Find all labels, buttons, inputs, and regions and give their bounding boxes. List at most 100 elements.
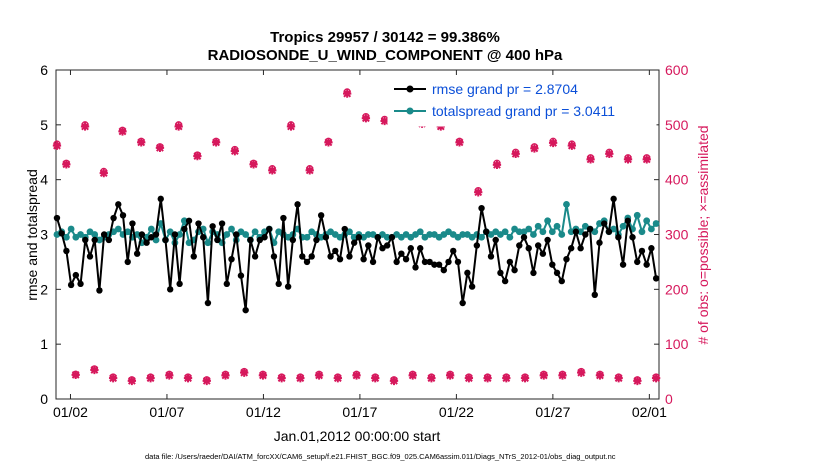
rmse-point — [539, 250, 547, 257]
chart-title-line-2: RADIOSONDE_U_WIND_COMPONENT @ 400 hPa — [208, 47, 563, 64]
obs-assimilated-point — [595, 371, 605, 380]
rmse-point — [124, 258, 131, 266]
obs-assimilated-point — [530, 144, 539, 153]
rmse-point — [58, 230, 65, 237]
rmse-point — [634, 258, 641, 266]
rmse-point — [341, 225, 348, 233]
totalspread-point — [558, 231, 566, 238]
obs-assimilated-point — [614, 374, 623, 383]
obs-assimilated-point — [80, 122, 90, 131]
obs-assimilated-point — [361, 114, 371, 123]
legend-spread-marker — [406, 107, 414, 115]
rmse-point — [332, 247, 339, 255]
rmse-point — [440, 266, 448, 274]
rmse-point — [435, 261, 443, 268]
rmse-point — [96, 287, 103, 294]
rmse-point — [233, 231, 240, 238]
rmse-point — [520, 234, 528, 241]
obs-assimilated-point — [90, 365, 99, 375]
rmse-point — [431, 261, 438, 268]
rmse-point — [643, 261, 650, 268]
totalspread-point — [652, 220, 660, 227]
legend-spread-label: totalspread grand pr = 3.0411 — [432, 103, 615, 119]
totalspread-point — [67, 225, 75, 233]
right-y-tick-label: 200 — [665, 281, 689, 297]
rmse-point — [322, 234, 330, 241]
totalspread-point — [204, 239, 212, 247]
x-tick-label: 02/01 — [632, 404, 667, 420]
rmse-point — [558, 277, 565, 285]
rmse-point — [162, 236, 169, 244]
rmse-point — [365, 242, 372, 249]
totalspread-point — [544, 217, 551, 225]
rmse-point — [143, 239, 150, 246]
rmse-point — [256, 236, 264, 244]
obs-assimilated-point — [483, 374, 492, 383]
obs-assimilated-point — [286, 122, 296, 131]
rmse-point — [261, 234, 268, 241]
rmse-point — [516, 242, 523, 249]
left-y-tick-label: 3 — [40, 227, 48, 243]
rmse-point — [266, 225, 273, 233]
rmse-point — [478, 204, 485, 212]
rmse-point — [237, 272, 245, 279]
totalspread-point — [647, 225, 655, 233]
rmse-point — [63, 247, 70, 255]
totalspread-point — [180, 217, 188, 225]
obs-assimilated-point — [99, 168, 108, 178]
legend: rmse grand pr = 2.8704 totalspread grand… — [387, 75, 657, 127]
rmse-point — [82, 236, 89, 244]
obs-assimilated-point — [558, 371, 567, 380]
rmse-point — [492, 236, 499, 244]
rmse-point — [336, 255, 344, 263]
rmse-point — [506, 258, 514, 266]
totalspread-point — [633, 211, 641, 219]
rmse-point — [530, 269, 537, 277]
rmse-point — [218, 220, 226, 227]
totalspread-point — [223, 231, 231, 238]
chart-title-line-1: Tropics 29957 / 30142 = 99.386% — [270, 29, 500, 46]
obs-assimilated-point — [249, 160, 258, 169]
rmse-point — [497, 269, 504, 277]
x-axis-label: Jan.01,2012 00:00:00 start — [274, 428, 441, 444]
obs-count-series — [52, 88, 661, 386]
rmse-point — [445, 258, 452, 266]
obs-assimilated-point — [427, 374, 436, 383]
legend-rmse-label: rmse grand pr = 2.8704 — [432, 81, 578, 97]
rmse-point — [284, 283, 292, 290]
rmse-point — [185, 217, 193, 224]
right-y-tick-label: 0 — [665, 391, 673, 407]
x-tick-label: 01/02 — [53, 404, 88, 420]
obs-assimilated-point — [202, 376, 211, 386]
rmse-point — [77, 280, 84, 288]
obs-assimilated-point — [651, 374, 661, 383]
totalspread-point — [619, 222, 627, 230]
obs-assimilated-point — [165, 371, 174, 380]
left-y-tick-label: 5 — [40, 117, 48, 133]
totalspread-point — [515, 228, 523, 236]
rmse-point — [176, 280, 183, 288]
rmse-point — [317, 212, 325, 219]
right-y-tick-label: 500 — [665, 117, 689, 133]
left-y-axis-label: rmse and totalspread — [24, 169, 40, 301]
rmse-point — [572, 228, 580, 235]
totalspread-point — [114, 225, 122, 233]
rmse-point — [360, 255, 367, 263]
rmse-point — [582, 231, 589, 238]
rmse-point — [105, 236, 113, 244]
obs-assimilated-point — [258, 371, 268, 380]
rmse-series — [53, 195, 660, 314]
rmse-point — [417, 245, 424, 252]
rmse-point — [148, 234, 155, 241]
obs-assimilated-point — [380, 116, 389, 126]
rmse-point — [501, 277, 509, 285]
obs-assimilated-point — [240, 368, 249, 377]
obs-assimilated-point — [343, 89, 352, 98]
rmse-point — [86, 253, 94, 260]
totalspread-point — [416, 228, 424, 236]
rmse-point — [166, 286, 174, 293]
obs-assimilated-point — [118, 127, 127, 136]
right-y-tick-label: 400 — [665, 172, 689, 188]
rmse-point — [605, 228, 613, 235]
